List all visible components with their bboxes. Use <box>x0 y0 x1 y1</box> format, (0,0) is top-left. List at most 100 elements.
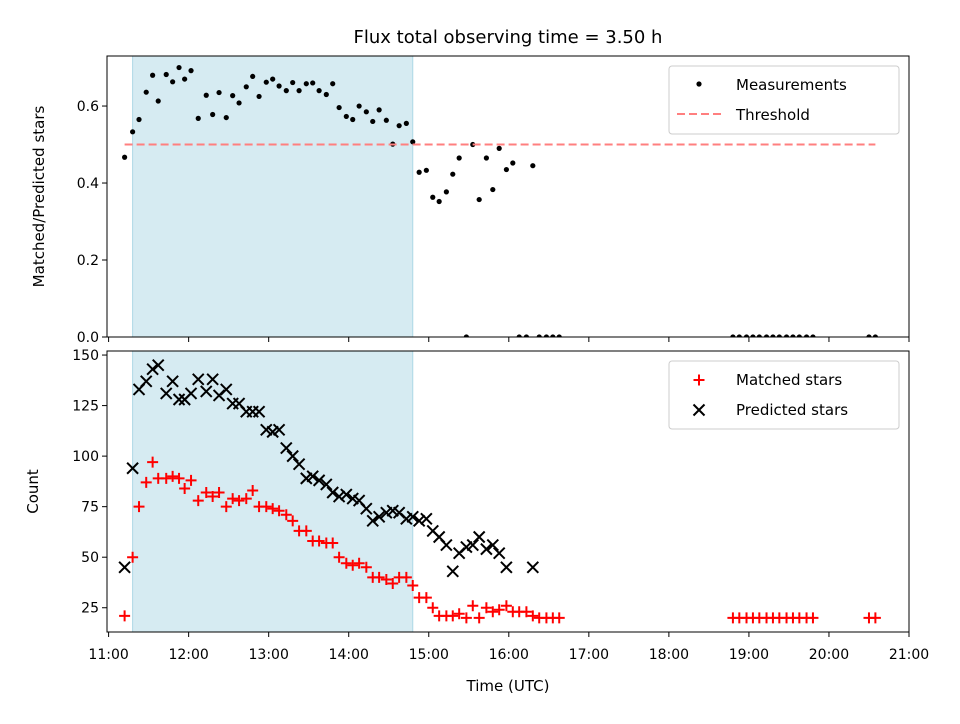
predicted-star-point <box>160 387 173 400</box>
measurement-point <box>363 109 369 115</box>
measurement-point <box>803 334 810 337</box>
legend-label: Measurements <box>736 76 847 94</box>
measurement-point <box>316 88 322 94</box>
predicted-star-point <box>486 538 499 552</box>
legend-marker <box>693 374 705 386</box>
y-axis-label: Count <box>24 469 42 514</box>
predicted-star-point <box>406 510 419 523</box>
matched-star-point <box>300 525 312 537</box>
measurement-point <box>866 334 872 337</box>
measurement-point <box>430 194 436 200</box>
measurement-point <box>776 334 782 337</box>
predicted-star-point <box>492 546 506 560</box>
measurement-point <box>383 117 389 123</box>
measurement-point <box>150 72 156 78</box>
matched-star-point <box>373 571 385 583</box>
legend: Measurements Threshold <box>668 65 900 135</box>
measurement-point <box>210 111 216 118</box>
matched-star-point <box>467 600 479 612</box>
predicted-star-point <box>206 373 219 386</box>
measurement-point <box>290 79 296 86</box>
matched-star-point <box>520 606 532 618</box>
predicted-star-point <box>286 449 299 463</box>
predicted-star-point <box>366 514 379 528</box>
predicted-star-point <box>446 565 459 578</box>
predicted-star-point <box>412 514 426 528</box>
matched-star-point <box>280 509 292 521</box>
matched-star-point <box>480 602 492 614</box>
matched-star-point <box>220 501 232 513</box>
predicted-star-point <box>184 387 198 400</box>
measurement-point <box>263 79 269 85</box>
matched-star-point <box>200 487 212 499</box>
matched-star-point <box>487 606 499 618</box>
matched-star-point <box>340 557 352 569</box>
measurement-point <box>743 334 750 337</box>
y-tick-label: 75 <box>81 500 99 516</box>
x-tick-label: 16:00 <box>489 647 529 663</box>
legend-label: Threshold <box>735 106 810 124</box>
predicted-star-point <box>500 561 513 574</box>
panel-ratio: 0.0 0.2 0.4 0.6 Matched/Predicted stars Measu… <box>30 55 910 346</box>
matched-star-point <box>133 501 145 513</box>
x-tick-label: 18:00 <box>649 647 689 663</box>
measurement-point <box>188 68 194 74</box>
measurement-point <box>343 113 349 120</box>
matched-star-point <box>247 484 259 496</box>
predicted-star-point <box>440 538 453 552</box>
measurement-point <box>330 81 336 87</box>
measurement-point <box>523 334 530 337</box>
predicted-star-point <box>326 486 339 499</box>
predicted-star-point <box>172 393 186 406</box>
matched-star-point <box>447 610 459 622</box>
predicted-star-point <box>280 441 293 455</box>
measurement-point <box>556 334 562 337</box>
predicted-star-point <box>332 490 346 503</box>
measurement-point <box>450 171 456 177</box>
measurement-point <box>416 169 422 175</box>
measurement-point <box>236 100 242 106</box>
legend-label: Predicted stars <box>736 401 848 419</box>
matched-star-point <box>353 557 365 569</box>
matched-star-point <box>453 608 465 620</box>
matched-star-point <box>473 612 485 624</box>
y-tick-label: 25 <box>81 601 99 617</box>
y-tick-label: 0.4 <box>77 176 99 192</box>
matched-star-point <box>347 559 359 571</box>
matched-star-point <box>360 561 372 573</box>
panel-counts: 25 50 75 100 125 150 11:00 12:00 13:00 14:00 15:00… <box>24 348 929 663</box>
matched-star-point <box>260 501 272 513</box>
measurement-point <box>163 71 169 78</box>
measurement-point <box>122 154 128 160</box>
chart-title: Flux total observing time = 3.50 h <box>354 27 663 48</box>
measurement-point <box>310 80 316 86</box>
matched-star-point <box>179 482 191 494</box>
x-tick-label: 17:00 <box>569 647 609 663</box>
measurement-point <box>496 145 502 151</box>
measurement-point <box>276 83 282 89</box>
measurement-point <box>403 120 409 126</box>
measurement-point <box>143 89 149 95</box>
measurement-point <box>396 123 402 129</box>
predicted-star-point <box>312 474 326 487</box>
x-tick-label: 21:00 <box>889 647 929 663</box>
matched-star-point <box>427 602 439 614</box>
predicted-star-point <box>140 375 153 388</box>
measurement-point <box>176 64 182 71</box>
measurement-point <box>770 334 776 337</box>
y-tick-label: 150 <box>72 348 99 364</box>
x-tick-label: 13:00 <box>249 647 289 663</box>
matched-star-point <box>420 592 432 604</box>
measurement-point <box>872 334 878 337</box>
matched-star-point <box>400 571 412 583</box>
predicted-star-point <box>272 423 286 437</box>
measurement-point <box>170 79 176 85</box>
measurement-point <box>756 334 762 337</box>
measurement-point <box>356 103 362 109</box>
measurement-point <box>543 334 550 337</box>
predicted-star-point <box>152 358 165 372</box>
measurement-point <box>336 104 342 111</box>
matched-star-point <box>869 612 881 624</box>
predicted-star-point <box>306 470 319 483</box>
